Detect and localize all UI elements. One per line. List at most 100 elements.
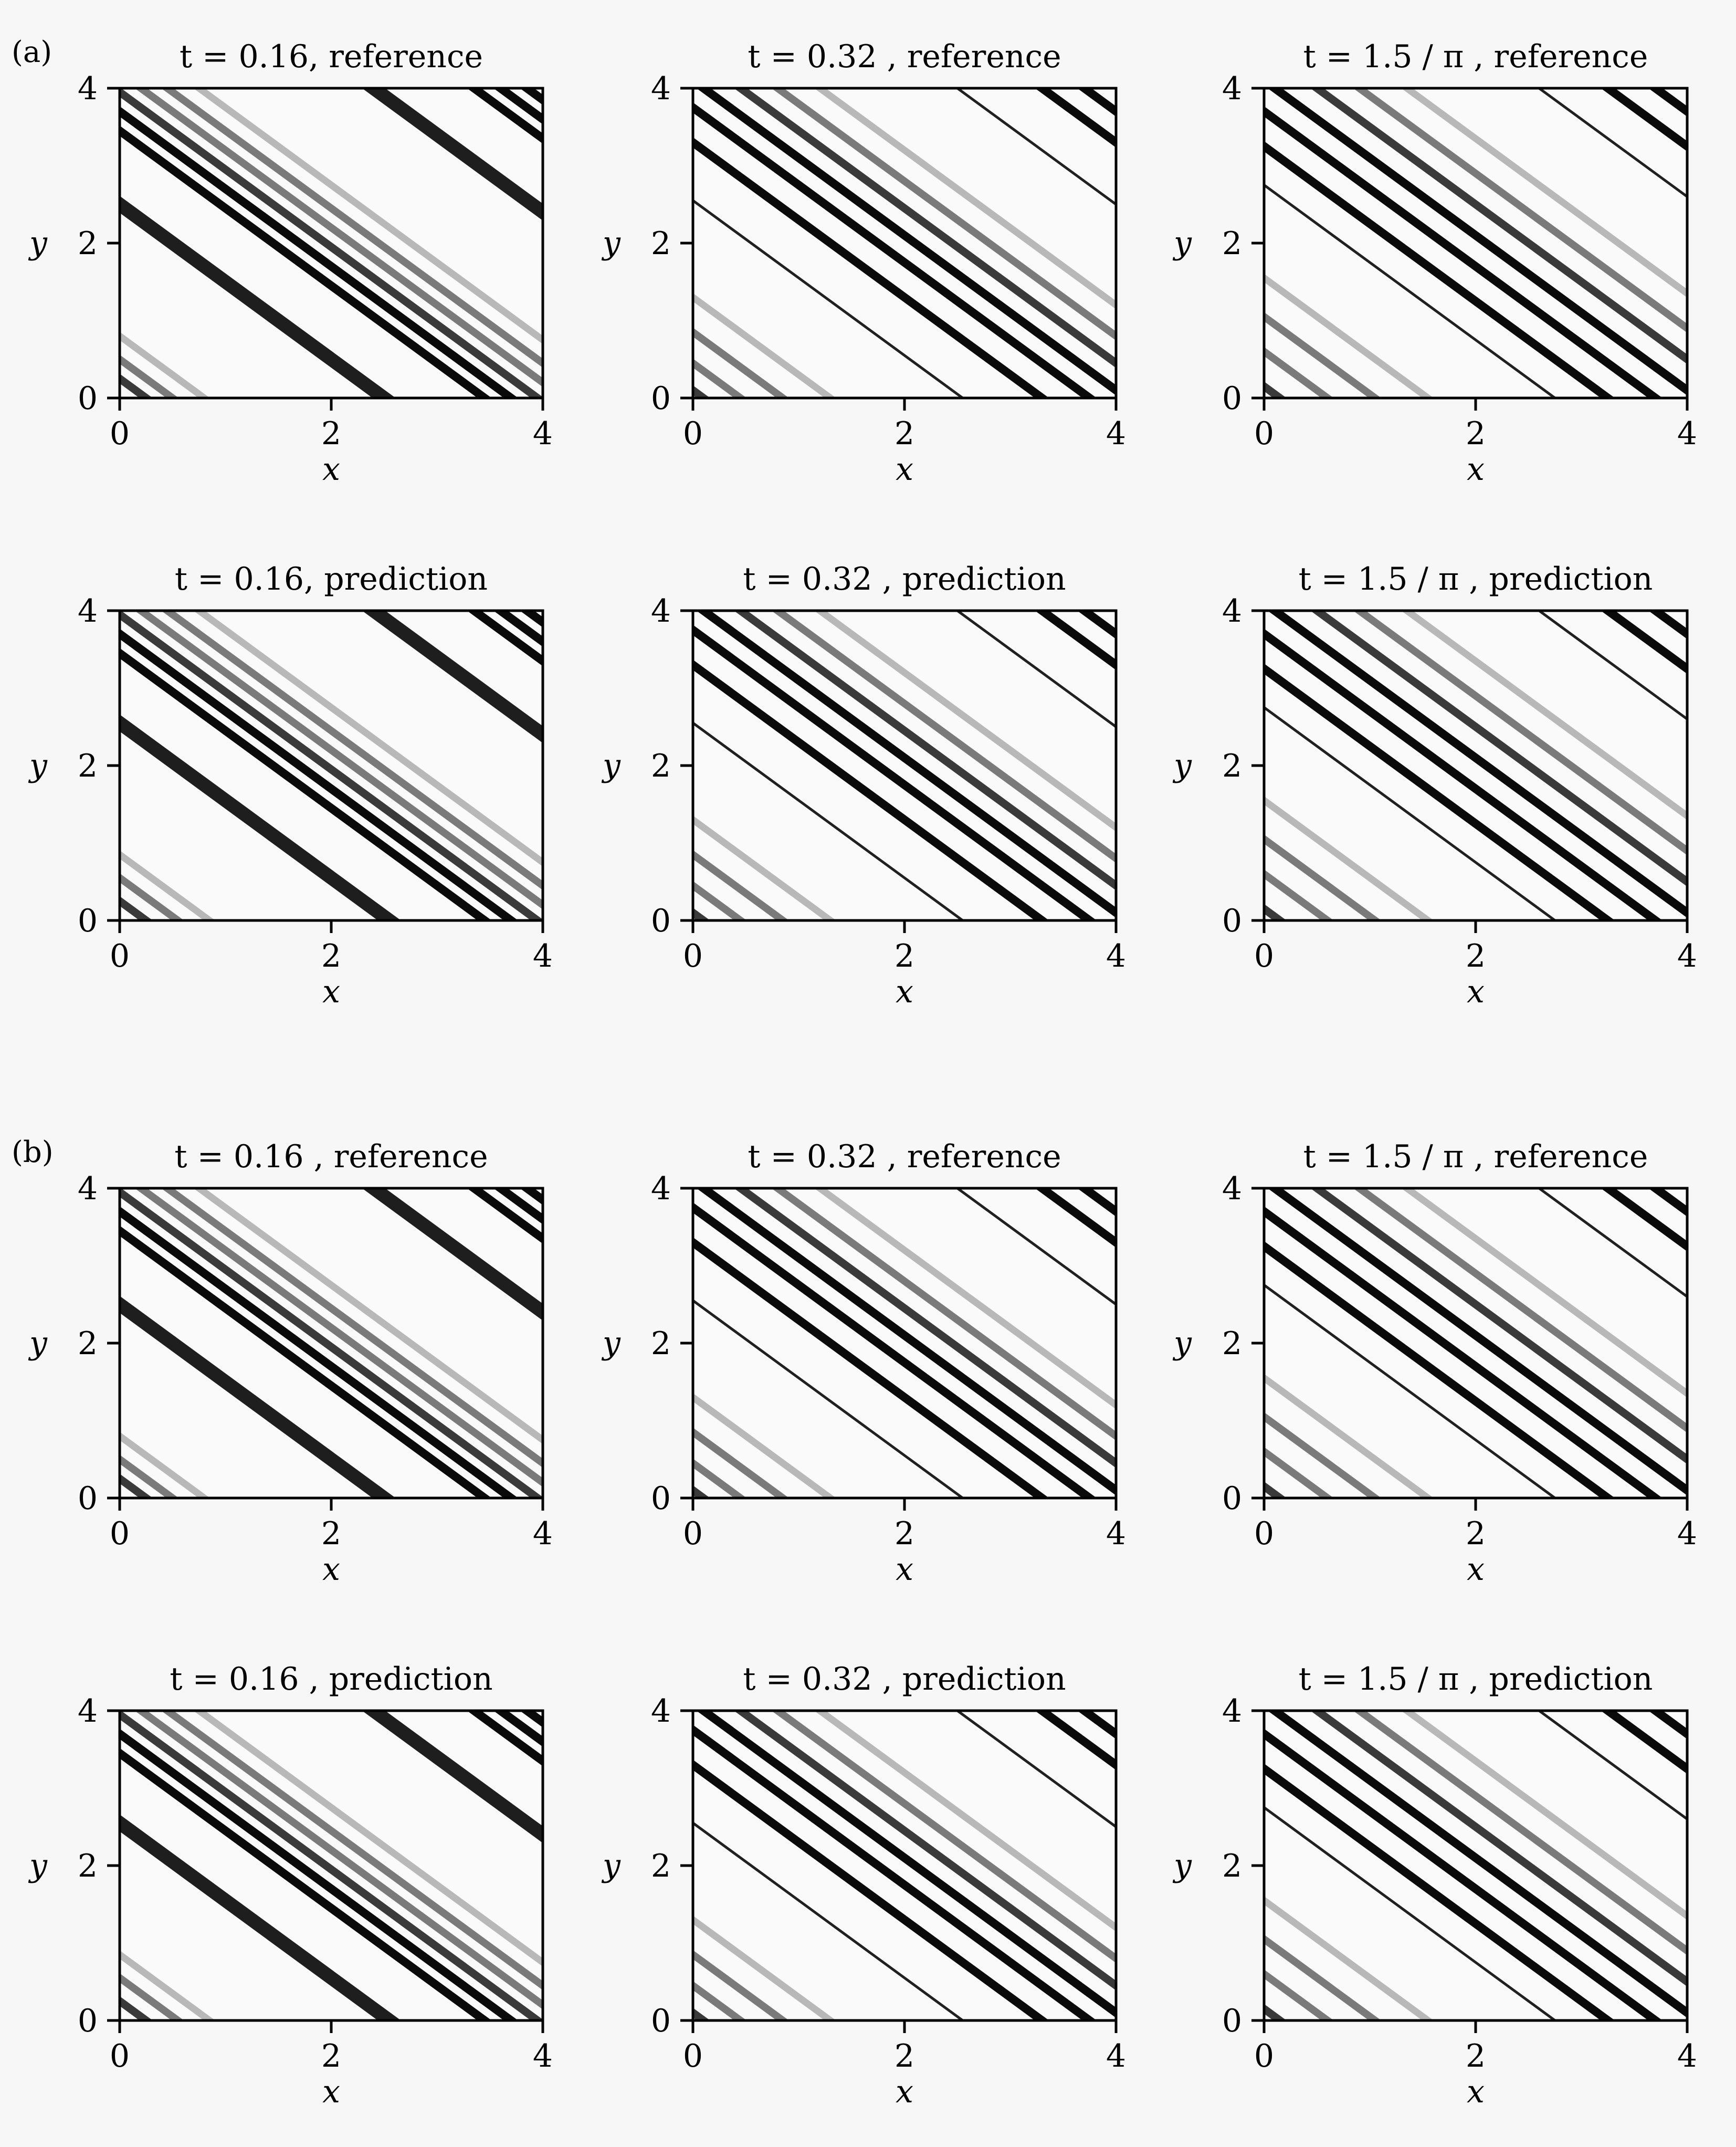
y-tick-label: 2 xyxy=(1222,748,1242,784)
y-axis-label: y xyxy=(601,1325,621,1361)
plot-background xyxy=(693,1188,1116,1498)
panel-label-b: (b) xyxy=(12,1135,54,1169)
stripe-10 xyxy=(814,611,1116,832)
x-tick-label: 0 xyxy=(110,938,130,975)
y-tick-label: 0 xyxy=(78,380,98,417)
x-tick-label: 0 xyxy=(1254,938,1274,975)
stripe-9 xyxy=(1353,611,1687,855)
chart-panel-7: 0 2 4 0 2 4 x y t = 0.32 , reference xyxy=(601,1138,1126,1588)
stripe-3 xyxy=(120,1814,401,2020)
stripe-10 xyxy=(814,1188,1116,1410)
chart-panel-6: 0 2 4 0 2 4 x y t = 0.16 , reference xyxy=(28,1138,553,1588)
stripe-7 xyxy=(134,88,543,387)
plot-background xyxy=(693,611,1116,920)
stripe-5 xyxy=(693,1237,1049,1498)
y-axis-label: y xyxy=(1172,1847,1192,1884)
y-tick-label: 2 xyxy=(1222,1848,1242,1884)
stripe-8 xyxy=(161,1188,543,1468)
stripe-field xyxy=(693,88,1116,398)
x-tick-label: 4 xyxy=(533,2038,553,2075)
x-axis-label: x xyxy=(1467,1551,1485,1588)
stripe-4 xyxy=(693,198,965,398)
stripe-4 xyxy=(120,1226,492,1498)
chart-title: t = 0.32 , reference xyxy=(748,38,1061,75)
stripe-7 xyxy=(134,611,543,910)
chart-panel-2: 0 2 4 0 2 4 x y t = 1.5 / π , reference xyxy=(1172,38,1697,488)
x-tick-label: 2 xyxy=(321,415,341,452)
x-tick-label: 2 xyxy=(895,1515,914,1552)
x-tick-label: 2 xyxy=(895,2038,914,2075)
x-tick-label: 0 xyxy=(1254,2038,1274,2075)
stripe-7 xyxy=(696,1711,1116,2018)
chart-title: t = 1.5 / π , reference xyxy=(1303,38,1648,75)
y-axis-label: y xyxy=(1172,747,1192,784)
stripe-6 xyxy=(693,1724,1097,2020)
x-axis-label: x xyxy=(896,973,913,1010)
x-tick-label: 2 xyxy=(321,1515,341,1552)
stripe-7 xyxy=(134,1711,543,2010)
stripe-4 xyxy=(693,721,965,920)
stripe-9 xyxy=(193,1188,543,1444)
stripe-8 xyxy=(733,1188,1116,1468)
stripe-6 xyxy=(693,102,1097,398)
stripe-7 xyxy=(1267,1188,1687,1496)
y-tick-label: 4 xyxy=(1222,1693,1242,1730)
y-tick-label: 0 xyxy=(651,1480,671,1517)
stripe-9 xyxy=(1353,1711,1687,1955)
stripe-5 xyxy=(693,1760,1049,2020)
y-axis-label: y xyxy=(28,1325,48,1361)
plot-background xyxy=(693,1711,1116,2020)
stripe-5 xyxy=(1264,1763,1615,2020)
y-tick-label: 4 xyxy=(78,593,98,630)
stripe-field xyxy=(1264,88,1687,398)
y-tick-label: 2 xyxy=(651,1848,671,1884)
stripe-6 xyxy=(120,1188,543,1498)
x-axis-label: x xyxy=(896,2073,913,2110)
stripe-6 xyxy=(693,624,1097,920)
stripe-9 xyxy=(193,1711,543,1967)
chart-title: t = 1.5 / π , reference xyxy=(1303,1138,1648,1175)
x-tick-label: 4 xyxy=(1106,938,1126,975)
chart-title: t = 1.5 / π , prediction xyxy=(1299,561,1653,598)
x-tick-label: 4 xyxy=(1677,415,1697,452)
y-tick-label: 0 xyxy=(1222,2003,1242,2039)
stripe-9 xyxy=(771,1711,1116,1963)
stripe-4 xyxy=(120,125,492,398)
stripe-5 xyxy=(1264,141,1615,398)
stripe-3 xyxy=(120,714,401,920)
stripe-9 xyxy=(1353,88,1687,333)
stripe-7 xyxy=(696,611,1116,918)
stripe-field xyxy=(120,1188,543,1498)
stripe-6 xyxy=(1264,106,1663,398)
stripe-7 xyxy=(134,1188,543,1488)
chart-panel-9: 0 2 4 0 2 4 x y t = 0.16 , prediction xyxy=(28,1661,553,2110)
x-tick-label: 2 xyxy=(1466,938,1486,975)
x-tick-label: 4 xyxy=(1677,938,1697,975)
stripe-8 xyxy=(161,1711,543,1991)
y-tick-label: 4 xyxy=(651,593,671,630)
y-tick-label: 0 xyxy=(1222,903,1242,939)
stripe-5 xyxy=(693,659,1049,920)
x-tick-label: 4 xyxy=(1677,1515,1697,1552)
x-axis-label: x xyxy=(322,973,340,1010)
y-tick-label: 0 xyxy=(78,903,98,939)
stripe-7 xyxy=(1267,1711,1687,2018)
stripe-5 xyxy=(693,137,1049,398)
x-tick-label: 2 xyxy=(1466,2038,1486,2075)
y-tick-label: 2 xyxy=(1222,1325,1242,1362)
stripe-4 xyxy=(120,648,492,920)
stripe-5 xyxy=(120,1729,519,2020)
x-axis-label: x xyxy=(1467,973,1485,1010)
stripe-5 xyxy=(120,629,519,920)
stripe-5 xyxy=(120,1206,519,1498)
stripe-10 xyxy=(1401,1711,1687,1920)
x-tick-label: 2 xyxy=(895,938,914,975)
stripe-10 xyxy=(1401,88,1687,298)
x-tick-label: 0 xyxy=(683,415,703,452)
stripe-4 xyxy=(693,1821,965,2020)
y-axis-label: y xyxy=(28,1847,48,1884)
stripe-4 xyxy=(1264,706,1558,920)
stripe-field xyxy=(693,1188,1116,1498)
y-tick-label: 4 xyxy=(78,1693,98,1730)
chart-title: t = 0.32 , reference xyxy=(748,1138,1061,1175)
